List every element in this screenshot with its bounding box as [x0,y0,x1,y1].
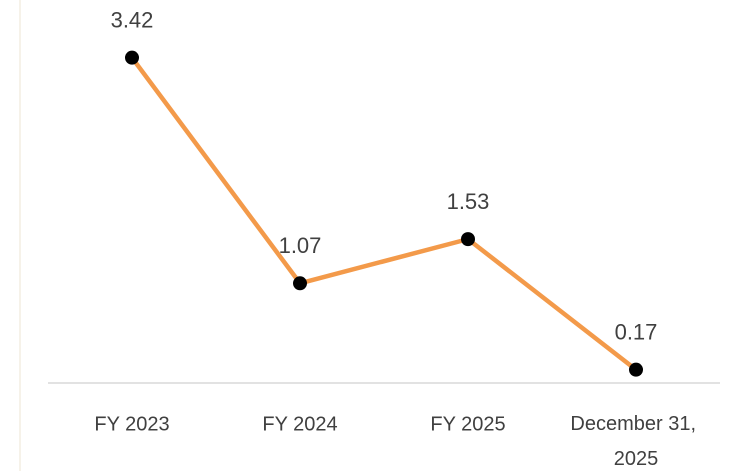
x-tick-label: December 31, 2025 [570,413,701,470]
data-label: 1.53 [447,189,490,214]
marker [293,276,307,291]
marker [629,362,643,377]
data-label: 0.17 [615,319,658,344]
line [130,56,638,372]
x-tick-label: FY 2023 [94,413,169,435]
marker [461,232,475,247]
x-tick-label: FY 2024 [262,413,337,435]
x-tick-label: FY 2025 [430,413,505,435]
data-label: 1.07 [279,233,322,258]
data-label: 3.42 [111,7,154,32]
marker [125,50,139,65]
